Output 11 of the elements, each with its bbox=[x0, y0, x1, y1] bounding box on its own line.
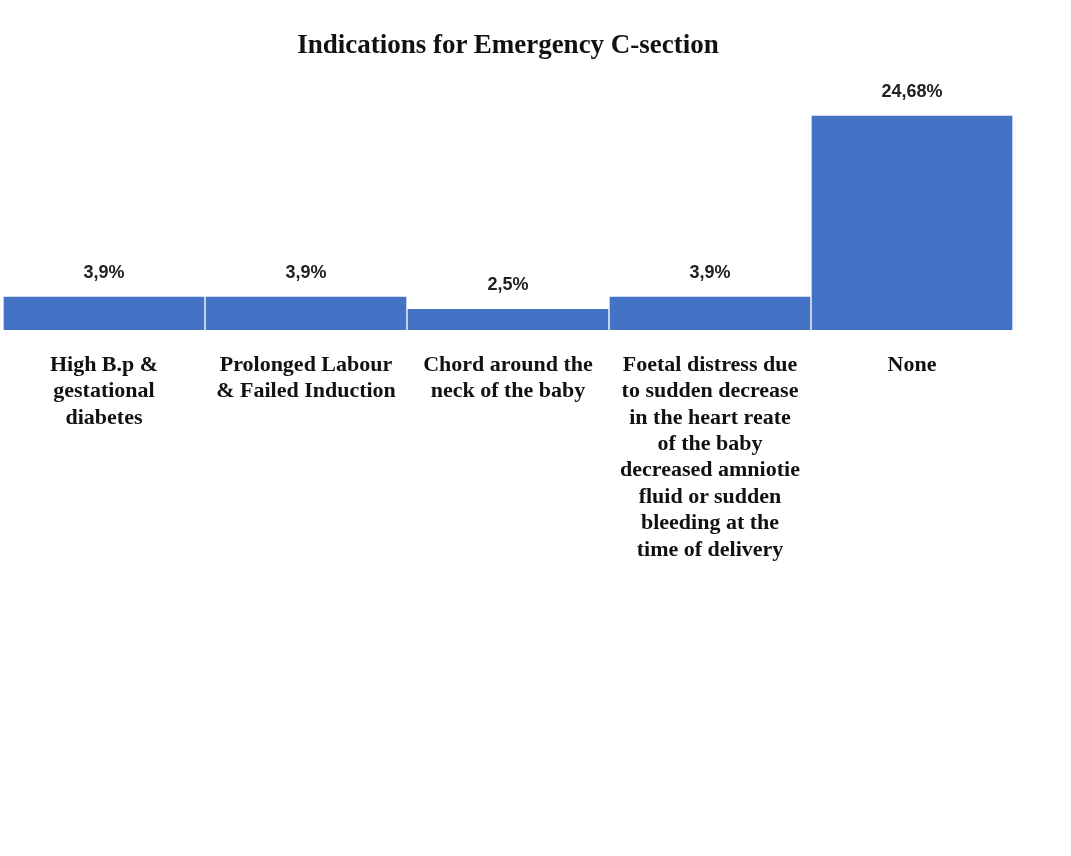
x-tick-label: Prolonged Labour & Failed Induction bbox=[216, 350, 396, 403]
chart-title: Indications for Emergency C-section bbox=[297, 29, 719, 60]
x-tick-label: Foetal distress due to sudden decrease in the heart reate of the baby decreased amniotie fluid or sudden bleeding at the time of delivery bbox=[620, 350, 801, 561]
data-label: 24,68% bbox=[881, 81, 943, 102]
data-label: 3,9% bbox=[83, 262, 125, 283]
x-tick-label: Chord around the neck of the baby bbox=[423, 350, 593, 403]
data-label: 3,9% bbox=[285, 262, 327, 283]
data-label: 2,5% bbox=[487, 274, 529, 295]
x-tick-label: None bbox=[887, 350, 937, 376]
x-tick-label: High B.p & gestational diabetes bbox=[49, 350, 159, 429]
data-label: 3,9% bbox=[689, 262, 731, 283]
